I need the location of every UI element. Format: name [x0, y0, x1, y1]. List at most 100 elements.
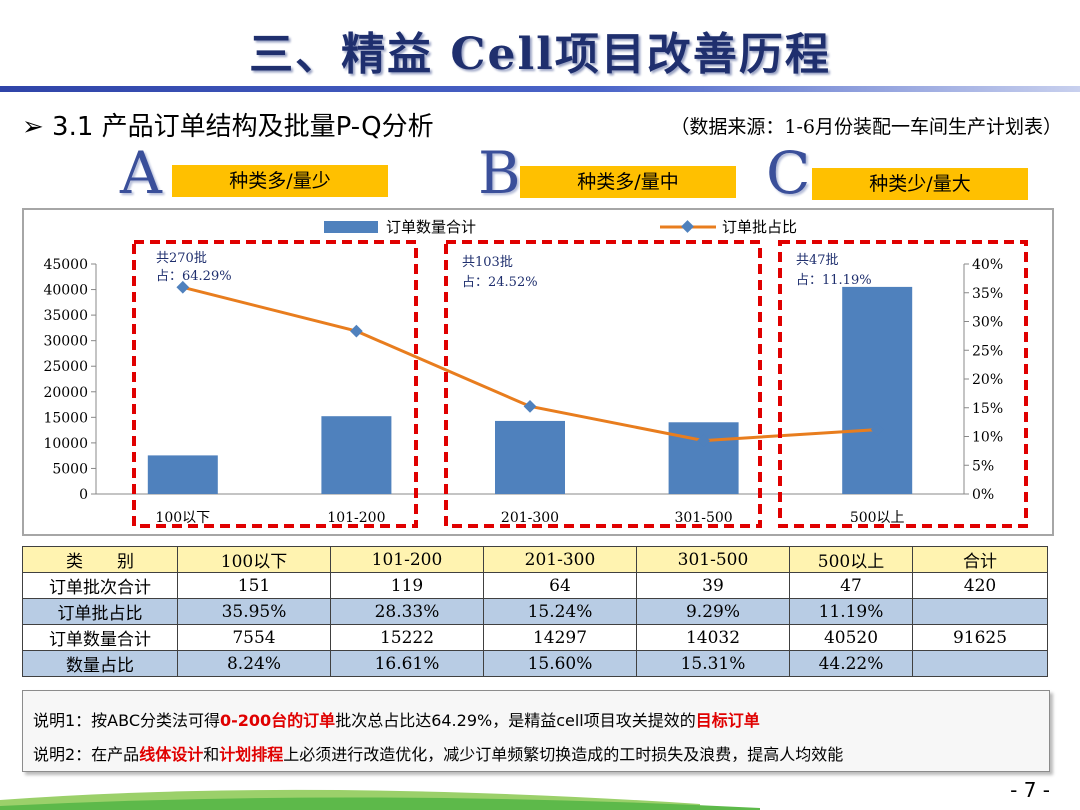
group-a-count: 共270批 [156, 251, 207, 266]
y-tick-label-right: 20% [972, 372, 1003, 388]
table-header-cell: 101-200 [330, 546, 484, 573]
y-tick-label-right: 25% [972, 343, 1003, 359]
group-tag-c: 种类少/量大 [812, 168, 1028, 200]
bar-series [147, 286, 913, 494]
pq-combo-chart: 订单数量合计 订单批占比 0 5000 10000 15000 20000 25000 30… [43, 218, 1028, 528]
y-tick-label-right: 10% [972, 430, 1003, 446]
x-tick-label: 201-300 [501, 510, 559, 526]
line-point [350, 324, 363, 338]
note-1-highlight-range: 0-200台的订单 [220, 711, 336, 730]
table-cell: 44.22% [789, 650, 913, 677]
table-cell: 151 [177, 572, 331, 599]
page-title: 三、精益 Cell项目改善历程 [249, 29, 831, 80]
table-cell: 40520 [789, 624, 913, 651]
legend-line-marker [681, 220, 694, 233]
table-header-cell: 100以下 [177, 546, 331, 573]
line-point [523, 400, 537, 413]
table-header-cell: 500以上 [789, 546, 913, 573]
bar [495, 420, 565, 494]
table-header-cell: 201-300 [483, 546, 637, 573]
x-tick-label: 101-200 [327, 510, 385, 526]
table-cell: 14032 [636, 624, 790, 651]
table-cell: 11.19% [789, 598, 913, 625]
table-cell: 15222 [330, 624, 484, 651]
x-axis-labels: 100以下 101-200 201-300 301-500 500以上 [155, 510, 904, 526]
group-b-share: 占：24.52% [462, 275, 538, 290]
table-cell: 39 [636, 572, 790, 599]
table-row: 订单批次合计 151 119 64 39 47 420 [22, 572, 1048, 599]
chart-panel: 订单数量合计 订单批占比 0 5000 10000 15000 20000 25000 30… [22, 208, 1054, 536]
page-number: - 7 - [1010, 778, 1050, 802]
group-box-b [444, 240, 762, 528]
section-subtitle: ➢ 3.1 产品订单结构及批量P-Q分析 [22, 112, 434, 142]
note-2-text: 说明2：在产品 [33, 745, 140, 764]
table-header-cell: 合计 [912, 546, 1048, 573]
table-cell: 9.29% [636, 598, 790, 625]
table-cell: 数量占比 [22, 650, 178, 677]
note-2: 说明2：在产品线体设计和计划排程上必须进行改造优化，减少订单频繁切换造成的工时损… [33, 741, 843, 765]
footer-decoration [0, 789, 760, 810]
note-1: 说明1：按ABC分类法可得0-200台的订单批次总占比达64.29%，是精益ce… [33, 707, 760, 731]
group-letter-b: B [478, 139, 521, 207]
table-cell: 7554 [177, 624, 331, 651]
title-rule [0, 86, 1080, 92]
legend-line-label: 订单批占比 [722, 218, 797, 236]
note-2-highlight-line: 线体设计 [139, 745, 204, 764]
group-a-share: 占：64.29% [156, 269, 232, 284]
bar [147, 455, 218, 494]
table-cell: 91625 [912, 624, 1048, 651]
table-cell: 15.31% [636, 650, 790, 677]
table-cell: 16.61% [330, 650, 484, 677]
table-cell: 119 [330, 572, 484, 599]
table-cell: 15.60% [483, 650, 637, 677]
y-tick-label-left: 10000 [43, 436, 88, 452]
table-header-row: 类 别 100以下 101-200 201-300 301-500 500以上 … [22, 546, 1048, 573]
notes-box: 说明1：按ABC分类法可得0-200台的订单批次总占比达64.29%，是精益ce… [22, 690, 1050, 772]
x-tick-label: 301-500 [675, 510, 733, 526]
bar [668, 422, 739, 494]
table-header-cell: 类 别 [22, 546, 178, 573]
legend-bar-label: 订单数量合计 [386, 218, 476, 236]
y-tick-label-right: 15% [972, 401, 1003, 417]
table-cell: 8.24% [177, 650, 331, 677]
y-axis-right: 0% 5% 10% 15% 20% 25% 30% 35% 40% [963, 257, 1003, 503]
table-header-cell: 301-500 [636, 546, 790, 573]
group-b-count: 共103批 [462, 255, 513, 270]
table-row: 数量占比 8.24% 16.61% 15.60% 15.31% 44.22% [22, 650, 1048, 677]
group-letter-a: A [120, 139, 162, 207]
table-cell: 订单批占比 [22, 598, 178, 625]
group-box-a [132, 240, 418, 528]
note-1-highlight-target: 目标订单 [695, 711, 760, 730]
bar [321, 416, 392, 494]
y-tick-label-left: 30000 [43, 334, 88, 350]
y-tick-label-right: 35% [972, 286, 1003, 302]
y-tick-label-left: 40000 [43, 283, 88, 299]
note-1-text: 批次总占比达64.29%，是精益cell项目攻关提效的 [335, 711, 696, 730]
table-row: 订单数量合计 7554 15222 14297 14032 40520 9162… [22, 624, 1048, 651]
table-cell: 订单批次合计 [22, 572, 178, 599]
x-tick-label: 100以下 [155, 510, 210, 526]
table-cell: 订单数量合计 [22, 624, 178, 651]
table-cell: 28.33% [330, 598, 484, 625]
y-tick-label-right: 0% [972, 487, 994, 503]
data-source-note: （数据来源：1-6月份装配一车间生产计划表） [670, 116, 1062, 138]
table-cell: 35.95% [177, 598, 331, 625]
group-c-share: 占：11.19% [796, 273, 872, 288]
table-row: 订单批占比 35.95% 28.33% 15.24% 9.29% 11.19% [22, 598, 1048, 625]
y-tick-label-left: 20000 [43, 385, 88, 401]
y-tick-label-right: 5% [972, 458, 994, 474]
summary-table: 类 别 100以下 101-200 201-300 301-500 500以上 … [22, 546, 1048, 677]
y-tick-label-left: 5000 [52, 461, 88, 477]
line-point [176, 280, 190, 294]
table-cell [912, 598, 1048, 625]
y-axis-left: 0 5000 10000 15000 20000 25000 30000 35000 40000… [43, 257, 964, 503]
x-tick-label: 500以上 [850, 510, 905, 526]
table-cell: 47 [789, 572, 913, 599]
group-box-c [778, 240, 1028, 528]
y-tick-label-right: 30% [972, 315, 1003, 331]
y-tick-label-left: 35000 [43, 308, 88, 324]
group-letter-c: C [766, 139, 811, 207]
group-c-count: 共47批 [796, 253, 839, 268]
note-2-text: 和 [203, 745, 220, 764]
table-cell: 420 [912, 572, 1048, 599]
